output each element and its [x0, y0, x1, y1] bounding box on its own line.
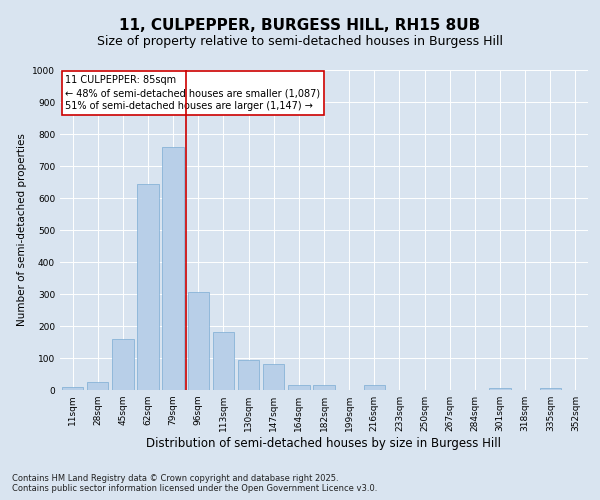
Text: 11, CULPEPPER, BURGESS HILL, RH15 8UB: 11, CULPEPPER, BURGESS HILL, RH15 8UB [119, 18, 481, 32]
Bar [62, 388, 83, 390]
Bar [112, 339, 134, 390]
Bar [263, 364, 284, 390]
Bar [238, 360, 259, 390]
Text: Size of property relative to semi-detached houses in Burgess Hill: Size of property relative to semi-detach… [97, 35, 503, 48]
Y-axis label: Number of semi-detached properties: Number of semi-detached properties [17, 134, 26, 326]
Bar [288, 385, 310, 390]
Text: 11 CULPEPPER: 85sqm
← 48% of semi-detached houses are smaller (1,087)
51% of sem: 11 CULPEPPER: 85sqm ← 48% of semi-detach… [65, 75, 320, 111]
Bar [539, 388, 561, 390]
Bar [313, 385, 335, 390]
Bar [490, 388, 511, 390]
Bar [364, 385, 385, 390]
Bar [137, 184, 158, 390]
Text: Contains HM Land Registry data © Crown copyright and database right 2025.: Contains HM Land Registry data © Crown c… [12, 474, 338, 483]
X-axis label: Distribution of semi-detached houses by size in Burgess Hill: Distribution of semi-detached houses by … [146, 437, 502, 450]
Bar [163, 147, 184, 390]
Bar [87, 382, 109, 390]
Bar [213, 332, 234, 390]
Bar [188, 292, 209, 390]
Text: Contains public sector information licensed under the Open Government Licence v3: Contains public sector information licen… [12, 484, 377, 493]
